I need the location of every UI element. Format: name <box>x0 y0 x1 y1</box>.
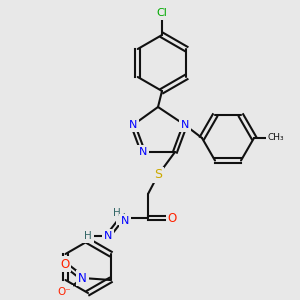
Text: H: H <box>118 213 126 223</box>
Text: N: N <box>121 216 129 226</box>
Text: O: O <box>167 212 177 224</box>
Text: N: N <box>104 231 112 241</box>
Text: CH₃: CH₃ <box>268 134 284 142</box>
Text: N: N <box>139 147 147 157</box>
Text: N: N <box>78 272 87 284</box>
Text: O: O <box>60 257 69 271</box>
Text: Cl: Cl <box>157 8 167 18</box>
Text: N: N <box>181 120 189 130</box>
Text: S: S <box>154 169 162 182</box>
Text: O⁻: O⁻ <box>58 287 71 297</box>
Text: N: N <box>129 120 137 130</box>
Text: H: H <box>113 208 121 218</box>
Text: H: H <box>84 231 92 241</box>
